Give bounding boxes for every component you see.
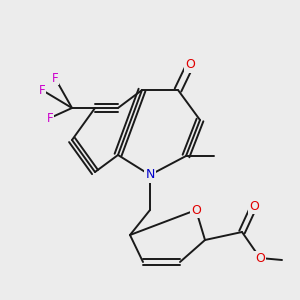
Text: N: N: [145, 169, 155, 182]
Text: O: O: [191, 203, 201, 217]
Text: O: O: [249, 200, 259, 212]
Text: F: F: [47, 112, 53, 124]
Text: F: F: [52, 71, 58, 85]
Text: F: F: [39, 83, 45, 97]
Text: O: O: [255, 251, 265, 265]
Text: O: O: [185, 58, 195, 71]
